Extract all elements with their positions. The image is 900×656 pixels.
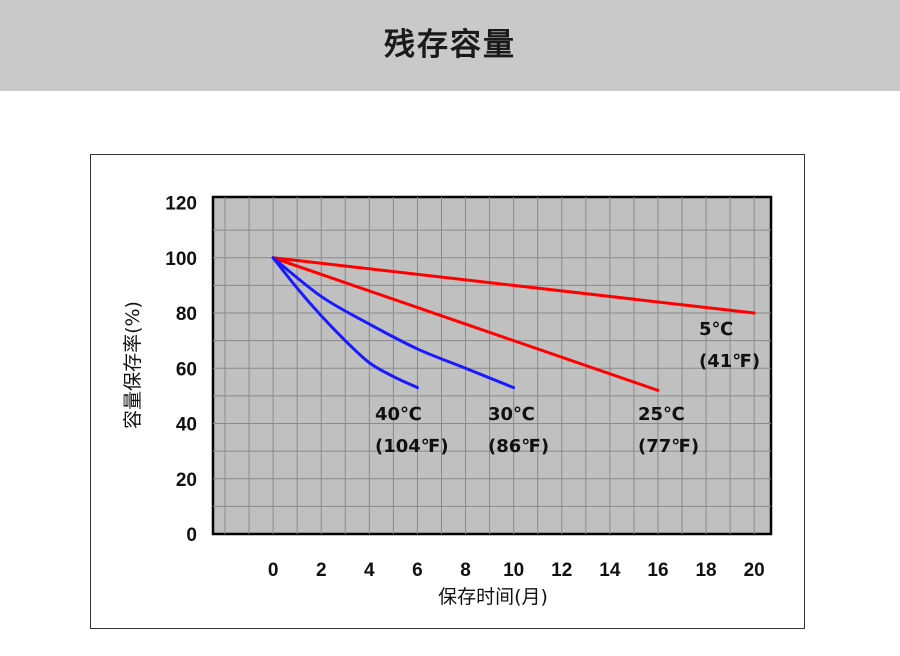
- y-tick-label: 60: [176, 359, 197, 380]
- series-line: [271, 256, 660, 392]
- x-tick-label: 16: [647, 560, 668, 581]
- series-labels: 5℃ (41℉) 25℃ (77℉) 30℃ (86℉) 40℃ (104℉): [375, 319, 760, 457]
- series-lines: [271, 256, 756, 392]
- grid-lines: [213, 197, 771, 534]
- plot-area: [211, 195, 773, 536]
- x-tick-label: 20: [744, 560, 765, 581]
- x-tick-label: 6: [412, 560, 423, 581]
- x-tick-label: 2: [316, 560, 327, 581]
- x-tick-label: 0: [268, 560, 279, 581]
- x-tick-label: 14: [599, 560, 621, 581]
- y-tick-label: 40: [176, 415, 197, 436]
- x-tick-label: 18: [695, 560, 716, 581]
- series-line: [271, 256, 516, 390]
- y-tick-label: 0: [186, 525, 197, 546]
- y-tick-label: 100: [165, 249, 197, 270]
- y-tick-label: 80: [176, 304, 197, 325]
- capacity-chart: 0 2 4 6 8 10 12 14 16 18 20 0 20 40 60 80 100 120 5℃ (41℉…: [122, 194, 773, 608]
- series-label-temp-c: 5℃: [699, 319, 733, 340]
- series-label-temp-f: (41℉): [699, 351, 760, 372]
- y-axis-ticks: 0 20 40 60 80 100 120: [165, 194, 197, 546]
- page-header: 残存容量: [0, 0, 900, 91]
- series-label-temp-c: 30℃: [488, 404, 535, 425]
- series-label-temp-c: 40℃: [375, 404, 422, 425]
- x-axis-label: 保存时间(月): [438, 586, 548, 608]
- series-label-temp-c: 25℃: [638, 404, 685, 425]
- series-label-temp-f: (86℉): [488, 436, 549, 457]
- y-tick-label: 20: [176, 470, 197, 491]
- x-tick-label: 12: [551, 560, 572, 581]
- series-line: [271, 256, 419, 390]
- series-label-temp-f: (77℉): [638, 436, 699, 457]
- x-tick-label: 4: [364, 560, 375, 581]
- series-line: [271, 256, 756, 315]
- x-axis-ticks: 0 2 4 6 8 10 12 14 16 18 20: [268, 560, 765, 581]
- x-tick-label: 8: [460, 560, 471, 581]
- y-tick-label: 120: [165, 194, 197, 215]
- chart-frame: 0 2 4 6 8 10 12 14 16 18 20 0 20 40 60 80 100 120 5℃ (41℉…: [90, 154, 805, 629]
- y-axis-label: 容量保存率(%): [122, 301, 144, 429]
- x-tick-label: 10: [503, 560, 524, 581]
- series-label-temp-f: (104℉): [375, 436, 449, 457]
- page-title: 残存容量: [384, 27, 516, 63]
